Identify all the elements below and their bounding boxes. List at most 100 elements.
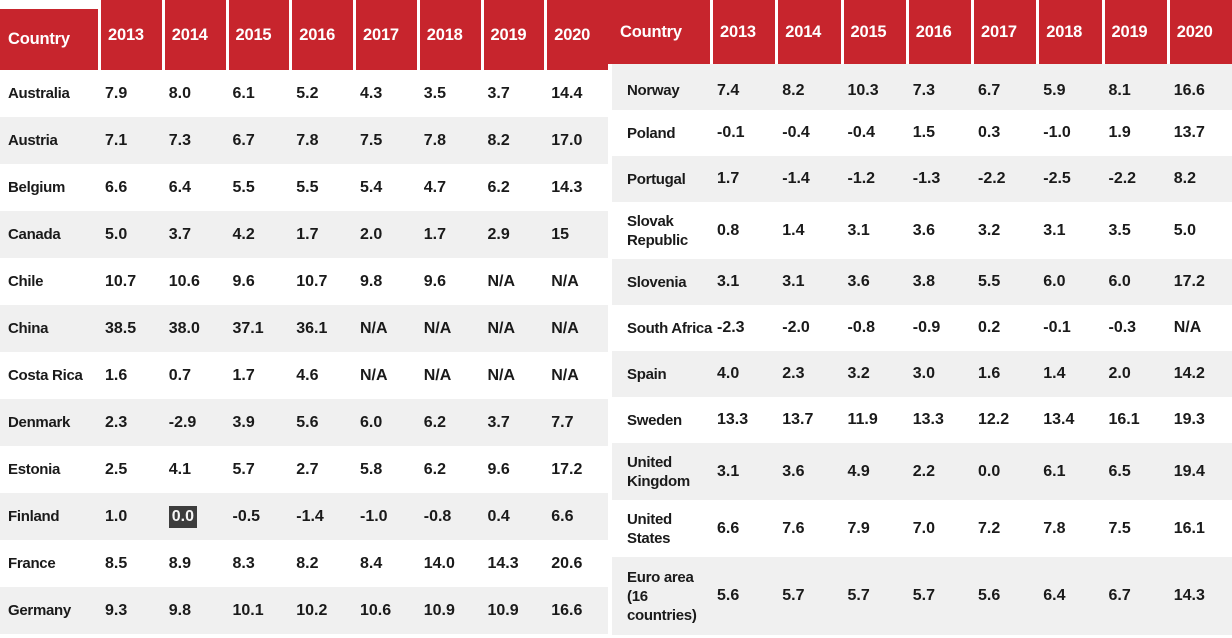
header-row: Country 2013 2014 2015 2016 2017 2018 2019 2020 (0, 0, 608, 70)
table-row-belgium: Belgium 6.6 6.4 5.5 5.5 5.4 4.7 6.2 14.3 (0, 164, 608, 211)
value-cell: 13.3 (912, 411, 944, 428)
right-table-header: Country 2013 2014 2015 2016 2017 2018 2019 2020 (612, 0, 1232, 64)
value-cell: 5.5 (296, 178, 319, 196)
value-cell: 1.5 (912, 124, 935, 141)
column-header-2017: 2017 (353, 0, 417, 70)
table-row-china: China 38.5 38.0 37.1 36.1 N/A N/A N/A N/A (0, 305, 608, 352)
value-cell: 1.6 (105, 366, 128, 384)
column-header-2017: 2017 (971, 0, 1037, 64)
column-header-2016: 2016 (905, 0, 971, 64)
value-cell: 1.9 (1108, 124, 1131, 141)
value-cell: -0.1 (1043, 319, 1071, 336)
table-row-spain: Spain 4.0 2.3 3.2 3.0 1.6 1.4 2.0 14.2 (612, 351, 1232, 397)
table-row-euro-area-16-countries: Euro area (16 countries) 5.6 5.7 5.7 5.7 5.6 6… (612, 557, 1232, 635)
table-row-finland: Finland 1.0 0.0 -0.5 -1.4 -1.0 -0.8 0.4 6.6 (0, 493, 608, 540)
value-cell: 7.1 (98, 117, 162, 164)
value-cell: 8.2 (1166, 156, 1232, 202)
value-cell: 1.4 (782, 221, 805, 239)
right-country-table: Country 2013 2014 2015 2016 2017 2018 2019 2020 … (612, 0, 1232, 635)
value-cell: 9.6 (487, 460, 510, 478)
table-row-slovak-republic: Slovak Republic 0.8 1.4 3.1 3.6 3.2 3.1 3.5 5.0 (612, 202, 1232, 259)
value-cell: 4.9 (840, 443, 906, 500)
value-cell: 14.4 (551, 84, 583, 102)
country-cell: Costa Rica (8, 367, 83, 384)
country-cell: Finland (0, 493, 98, 540)
value-cell: 3.1 (775, 259, 841, 305)
country-cell: Germany (0, 587, 98, 634)
value-cell: 6.7 (971, 64, 1037, 110)
value-cell: 7.5 (353, 117, 417, 164)
value-cell: 17.2 (1166, 259, 1232, 305)
value-cell: 5.4 (360, 178, 383, 196)
value-cell: 8.2 (775, 64, 841, 110)
table-row-estonia: Estonia 2.5 4.1 5.7 2.7 5.8 6.2 9.6 17.2 (0, 446, 608, 493)
value-cell: 0.0 (971, 443, 1037, 500)
value-cell: 38.5 (98, 305, 162, 352)
value-cell: -0.1 (717, 124, 745, 141)
value-cell: 5.7 (840, 557, 906, 635)
value-cell: 11.9 (847, 411, 878, 428)
value-cell: 2.3 (775, 351, 841, 397)
country-cell: Spain (612, 351, 710, 397)
value-cell: 4.0 (710, 351, 776, 397)
value-cell: 2.7 (296, 460, 319, 478)
value-cell: 8.1 (1101, 64, 1167, 110)
value-cell: 16.6 (1166, 64, 1232, 110)
value-cell: 0.0 (161, 493, 226, 540)
value-cell: 3.6 (775, 443, 841, 500)
highlighted-cell-value: 0.0 (168, 505, 197, 528)
table-row-austria: Austria 7.1 7.3 6.7 7.8 7.5 7.8 8.2 17.0 (0, 117, 608, 164)
country-cell: Euro area (16 countries) (612, 557, 710, 635)
left-country-table: Country 2013 2014 2015 2016 2017 2018 2019 2020 … (0, 0, 608, 634)
value-cell: N/A (423, 366, 452, 384)
value-cell: 9.8 (360, 272, 383, 290)
value-cell: -1.3 (905, 156, 971, 202)
country-cell: Sweden (627, 411, 682, 429)
country-cell: Austria (0, 117, 98, 164)
value-cell: 7.8 (289, 117, 353, 164)
value-cell: 10.7 (296, 272, 328, 290)
country-cell: Poland (627, 124, 676, 142)
country-cell: Estonia (8, 461, 61, 478)
value-cell: -2.0 (782, 319, 810, 336)
value-cell: 5.6 (710, 557, 776, 635)
value-cell: 16.1 (1173, 519, 1205, 537)
table-row-united-states: United States 6.6 7.6 7.9 7.0 7.2 7.8 7.5 16.1 (612, 500, 1232, 557)
value-cell: 8.2 (480, 117, 545, 164)
value-cell: 0.3 (978, 124, 1001, 141)
table-row-chile: Chile 10.7 10.6 9.6 10.7 9.8 9.6 N/A N/A (0, 258, 608, 305)
country-cell: China (0, 305, 98, 352)
value-cell: -0.4 (782, 124, 810, 141)
country-cell: Slovak Republic (627, 212, 688, 249)
value-cell: 3.5 (423, 84, 446, 102)
value-cell: 0.2 (978, 319, 1001, 336)
value-cell: -2.9 (161, 399, 226, 446)
value-cell: 6.7 (1101, 557, 1167, 635)
value-cell: 10.9 (416, 587, 481, 634)
value-cell: 6.4 (168, 178, 191, 196)
value-cell: 17.2 (551, 460, 583, 478)
value-cell: -0.9 (912, 319, 941, 336)
value-cell: 14.3 (1166, 557, 1232, 635)
value-cell: 20.6 (551, 554, 583, 572)
value-cell: 8.4 (360, 554, 383, 572)
column-header-2019: 2019 (480, 0, 545, 70)
value-cell: 6.2 (423, 460, 446, 478)
country-cell: South Africa (627, 319, 713, 337)
value-cell: 3.1 (1043, 221, 1066, 239)
value-cell: 4.3 (360, 84, 383, 102)
table-row-slovenia: Slovenia 3.1 3.1 3.6 3.8 5.5 6.0 6.0 17.2 (612, 259, 1232, 305)
country-cell: United Kingdom (612, 443, 710, 500)
value-cell: 2.0 (353, 211, 417, 258)
table-row-germany: Germany 9.3 9.8 10.1 10.2 10.6 10.9 10.9 16.6 (0, 587, 608, 634)
value-cell: 3.2 (978, 221, 1001, 239)
table-row-france: France 8.5 8.9 8.3 8.2 8.4 14.0 14.3 20.6 (0, 540, 608, 587)
value-cell: 10.9 (480, 587, 545, 634)
table-row-australia: Australia 7.9 8.0 6.1 5.2 4.3 3.5 3.7 14.4 (0, 70, 608, 117)
value-cell: -1.4 (775, 156, 841, 202)
value-cell: 7.0 (912, 519, 935, 537)
value-cell: 6.0 (1036, 259, 1102, 305)
value-cell: 7.6 (782, 519, 805, 537)
value-cell: 5.0 (98, 211, 162, 258)
value-cell: 4.1 (168, 460, 191, 478)
